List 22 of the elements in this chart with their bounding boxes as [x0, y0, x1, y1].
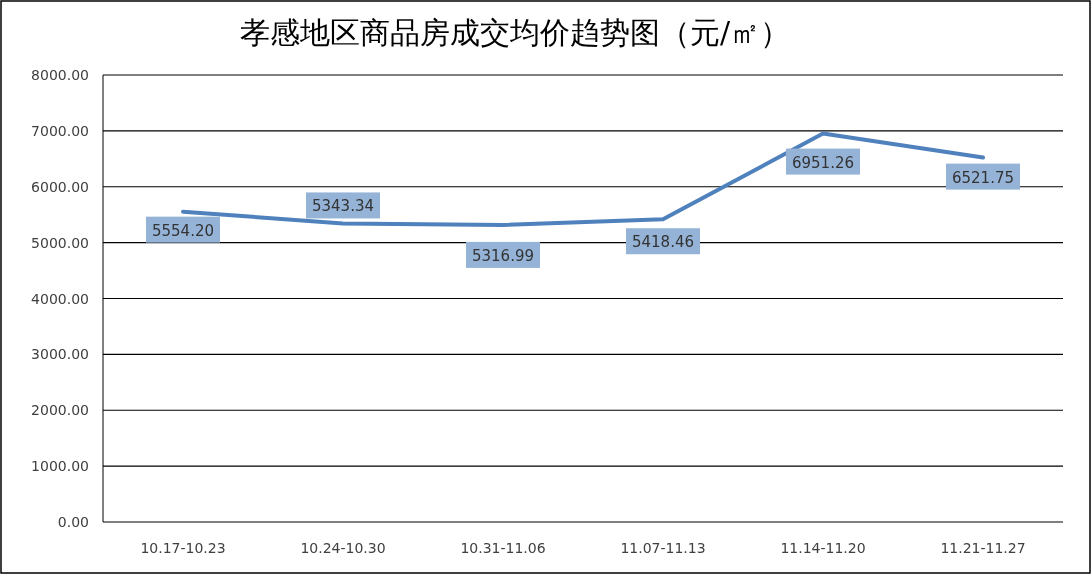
y-tick-label: 3000.00 — [31, 346, 89, 363]
y-tick-label: 4000.00 — [31, 290, 89, 307]
x-tick-label: 11.21-11.27 — [940, 540, 1026, 556]
x-tick-label: 10.24-10.30 — [300, 540, 386, 556]
y-tick-label: 2000.00 — [31, 402, 89, 419]
x-tick-label: 10.31-11.06 — [460, 540, 546, 556]
y-tick-label: 7000.00 — [31, 122, 89, 139]
y-tick-label: 0.00 — [57, 514, 89, 530]
data-label: 5316.99 — [471, 246, 535, 265]
y-tick-label: 5000.00 — [31, 234, 89, 251]
data-label: 6951.26 — [791, 153, 855, 172]
y-tick-label: 1000.00 — [31, 458, 89, 475]
x-tick-label: 11.07-11.13 — [620, 540, 706, 556]
y-tick-label: 8000.00 — [31, 67, 89, 83]
data-label: 5554.20 — [151, 221, 215, 240]
y-tick-label: 6000.00 — [31, 178, 89, 195]
x-tick-label: 11.14-11.20 — [780, 540, 866, 556]
x-tick-label: 10.17-10.23 — [140, 540, 226, 556]
chart-title: 孝感地区商品房成交均价趋势图（元/㎡） — [239, 15, 791, 50]
data-label: 5418.46 — [631, 233, 695, 252]
data-label: 6521.75 — [951, 168, 1015, 187]
data-label: 5343.34 — [311, 197, 375, 216]
